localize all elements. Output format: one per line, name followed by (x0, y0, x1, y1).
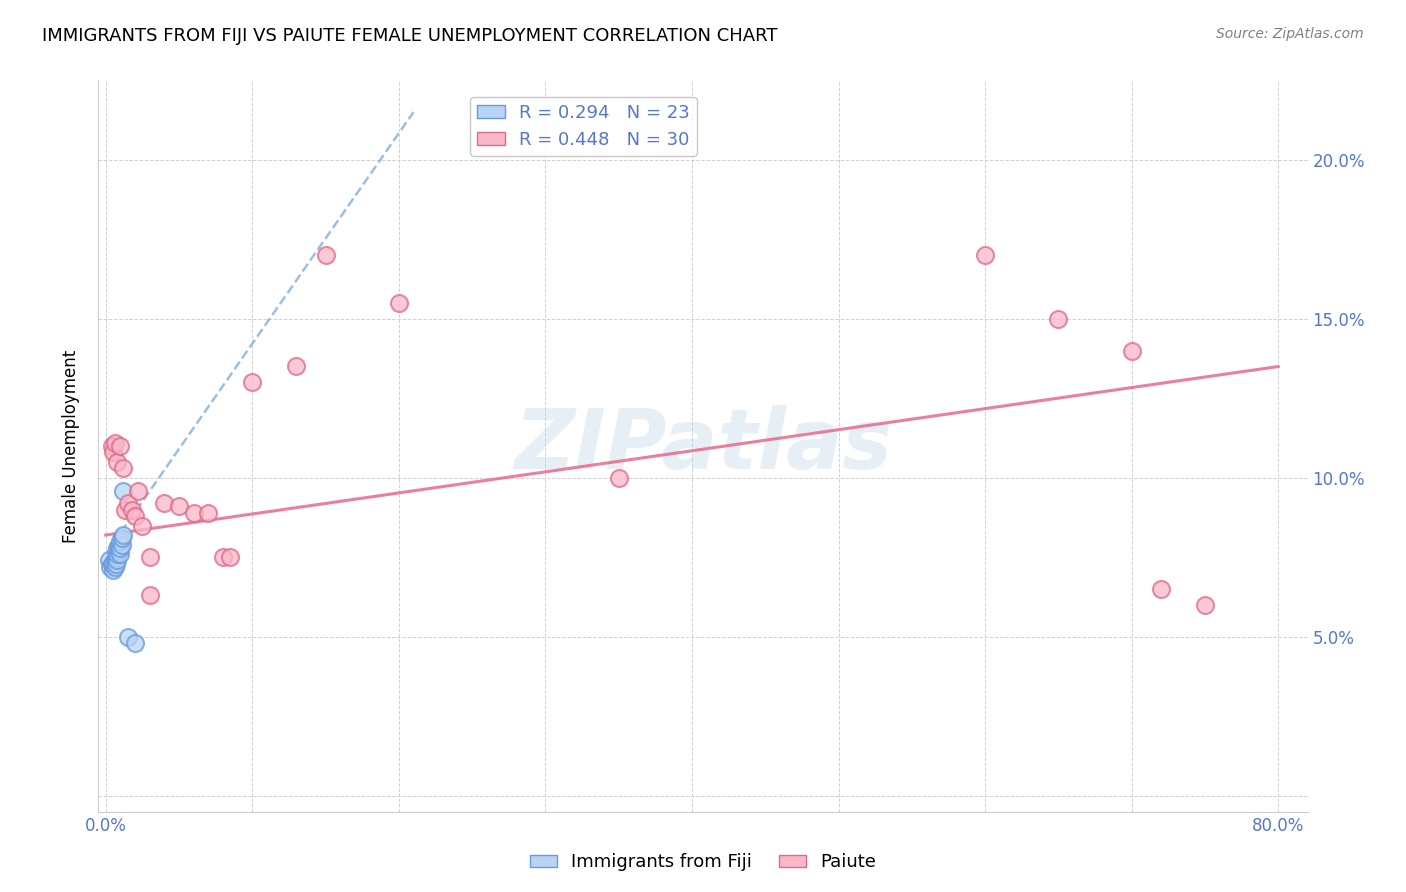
Point (107, 541, 129, 555)
Point (240, 376, 263, 390)
Point (108, 538, 131, 552)
Point (114, 502, 136, 516)
Text: Source: ZipAtlas.com: Source: ZipAtlas.com (1216, 27, 1364, 41)
Point (98, 559, 121, 574)
Point (388, 296, 411, 310)
Point (1194, 598, 1216, 612)
Point (117, 630, 139, 644)
Point (107, 553, 129, 567)
Point (110, 547, 132, 561)
Legend: R = 0.294   N = 23, R = 0.448   N = 30: R = 0.294 N = 23, R = 0.448 N = 30 (470, 96, 697, 156)
Point (124, 636, 146, 650)
Legend: Immigrants from Fiji, Paiute: Immigrants from Fiji, Paiute (523, 847, 883, 879)
Point (1150, 582, 1173, 596)
Point (100, 439, 122, 453)
Point (112, 461, 135, 475)
Point (107, 455, 129, 469)
Point (138, 550, 160, 565)
Y-axis label: Female Unemployment: Female Unemployment (62, 350, 80, 542)
Point (183, 506, 205, 520)
Point (212, 550, 235, 565)
Point (97, 553, 120, 567)
Point (167, 500, 190, 514)
Point (103, 559, 125, 574)
Point (124, 508, 146, 523)
Point (315, 248, 337, 262)
Point (112, 528, 135, 542)
Point (105, 550, 128, 565)
Point (110, 534, 132, 549)
Point (103, 435, 125, 450)
Point (974, 248, 997, 262)
Point (108, 544, 131, 558)
Point (100, 557, 122, 571)
Point (131, 518, 153, 533)
Point (153, 496, 176, 510)
Point (101, 563, 124, 577)
Point (110, 439, 132, 453)
Point (1121, 343, 1143, 358)
Point (117, 496, 139, 510)
Point (110, 541, 132, 555)
Point (101, 557, 124, 571)
Point (111, 538, 134, 552)
Point (105, 557, 128, 571)
Point (111, 531, 134, 545)
Point (607, 471, 630, 485)
Point (219, 550, 242, 565)
Point (285, 359, 308, 374)
Point (121, 502, 143, 516)
Point (138, 589, 160, 603)
Text: IMMIGRANTS FROM FIJI VS PAIUTE FEMALE UNEMPLOYMENT CORRELATION CHART: IMMIGRANTS FROM FIJI VS PAIUTE FEMALE UN… (42, 27, 778, 45)
Point (103, 553, 125, 567)
Point (101, 445, 124, 459)
Point (112, 483, 135, 498)
Text: ZIPatlas: ZIPatlas (515, 406, 891, 486)
Point (1047, 311, 1070, 326)
Point (127, 483, 149, 498)
Point (107, 547, 129, 561)
Point (197, 506, 219, 520)
